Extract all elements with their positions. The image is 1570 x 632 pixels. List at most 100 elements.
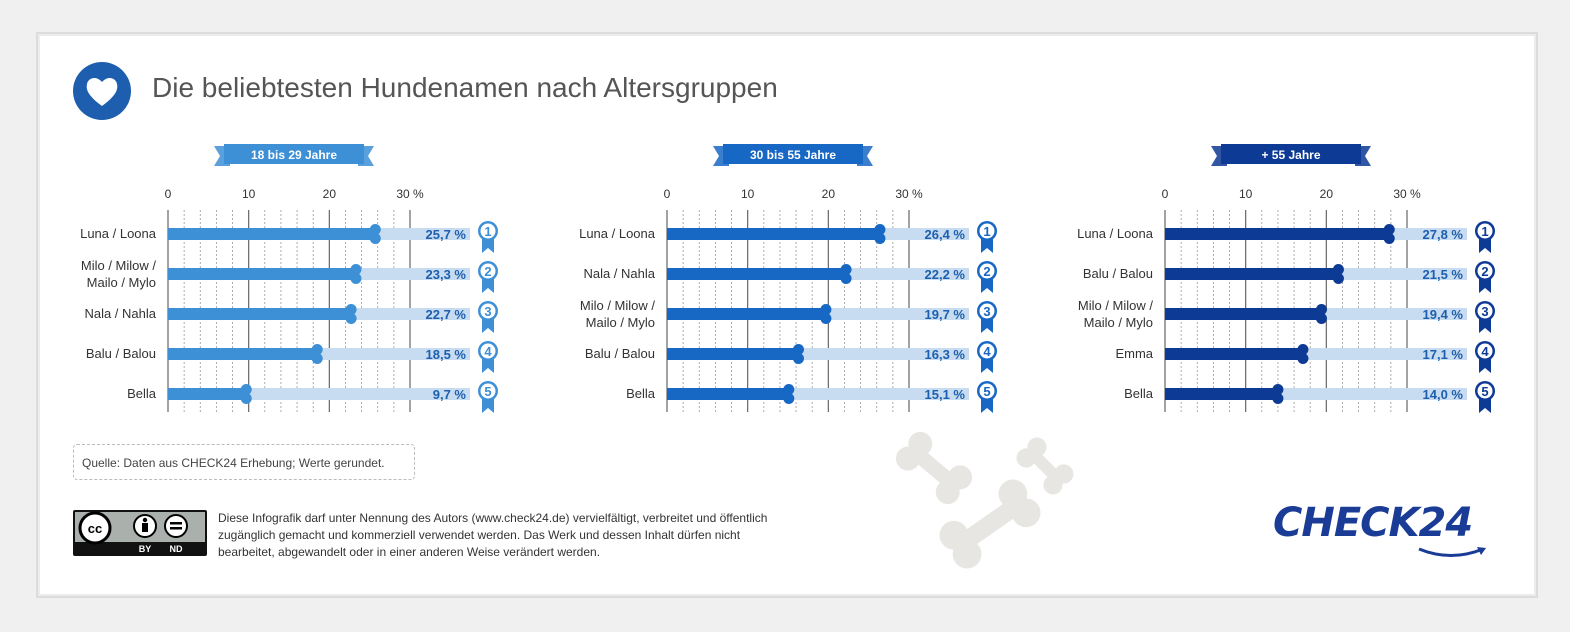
page-title: Die beliebtesten Hundenamen nach Altersg… (152, 72, 778, 103)
rank-number: 3 (1481, 304, 1488, 319)
bar (168, 348, 318, 360)
panel-title: 30 bis 55 Jahre (750, 148, 836, 162)
bar (1165, 308, 1322, 320)
rank-ribbon (482, 397, 494, 413)
rank-ribbon (1479, 277, 1491, 293)
bar (667, 268, 847, 280)
chart-panel-3: + 55 Jahre 0 10 20 30 % Luna / Loona 27,8 % 1 Ba… (1077, 144, 1495, 413)
tick-label: 10 (741, 187, 755, 201)
bar-knob (350, 264, 362, 275)
bar-knob (1383, 233, 1395, 244)
bone-knob (935, 480, 960, 505)
cc-license-badge: cc BY ND (73, 510, 207, 556)
bar-knob (350, 273, 362, 284)
rank-medal-inner (480, 263, 496, 279)
category-label: Mailo / Mylo (87, 275, 156, 290)
bar-knob (792, 353, 804, 364)
rank-number: 5 (484, 384, 491, 399)
bar-knob (840, 273, 852, 284)
rank-number: 1 (983, 224, 990, 239)
rank-medal-inner (1477, 263, 1493, 279)
bar (168, 308, 352, 320)
category-label: Mailo / Mylo (586, 315, 655, 330)
bone-icon (939, 479, 1041, 569)
rank-medal-inner (1477, 223, 1493, 239)
tick-label: 10 (242, 187, 256, 201)
rank-ribbon (981, 317, 993, 333)
value-label: 22,2 % (925, 267, 966, 282)
bar (667, 348, 799, 360)
tick-label: 20 (323, 187, 337, 201)
value-label: 27,8 % (1423, 227, 1464, 242)
rank-number: 4 (1481, 344, 1489, 359)
value-label: 19,7 % (925, 307, 966, 322)
rank-number: 3 (983, 304, 990, 319)
category-label: Nala / Nahla (583, 266, 655, 281)
rank-ribbon (981, 237, 993, 253)
rank-number: 4 (484, 344, 492, 359)
bar (168, 228, 376, 240)
bar-knob (840, 264, 852, 275)
bone-shaft (1027, 448, 1063, 484)
bar-knob (783, 384, 795, 395)
rank-number: 1 (484, 224, 491, 239)
bar-knob (1332, 264, 1344, 275)
rank-number: 5 (983, 384, 990, 399)
heart-icon (73, 62, 131, 120)
tick-label: 10 (1239, 187, 1253, 201)
chart-panel-2: 30 bis 55 Jahre 0 10 20 30 % Luna / Loona 26,4… (579, 144, 997, 413)
source-note: Quelle: Daten aus CHECK24 Erhebung; Wert… (73, 444, 415, 480)
panel-title: 18 bis 29 Jahre (251, 148, 337, 162)
bar-knob (345, 313, 357, 324)
rank-number: 5 (1481, 384, 1488, 399)
rank-ribbon (1479, 237, 1491, 253)
rank-medal-inner (1477, 303, 1493, 319)
bone-knob (1016, 448, 1036, 468)
bar-knob (345, 304, 357, 315)
rank-number: 2 (1481, 264, 1488, 279)
bar-knob (369, 224, 381, 235)
bar-knob (1297, 353, 1309, 364)
value-label: 17,1 % (1423, 347, 1464, 362)
bone-icon (1016, 437, 1074, 495)
rank-ribbon (482, 237, 494, 253)
rank-medal-inner (1477, 383, 1493, 399)
category-label: Milo / Milow / (81, 258, 157, 273)
category-label: Milo / Milow / (1078, 298, 1154, 313)
cc-by-label: BY (139, 544, 152, 554)
rank-medal-inner (480, 223, 496, 239)
check24-logo: CHECK24 (1273, 500, 1486, 557)
bar (667, 388, 789, 400)
bar-knob (1383, 224, 1395, 235)
rank-medal-inner (1477, 343, 1493, 359)
bone-shaft (955, 495, 1025, 553)
category-label: Mailo / Mylo (1084, 315, 1153, 330)
svg-text:cc: cc (88, 521, 102, 536)
bar (168, 388, 247, 400)
rank-medal-inner (480, 303, 496, 319)
tick-label: 30 % (396, 187, 424, 201)
tick-label: 0 (1162, 187, 1169, 201)
bar-knob (874, 224, 886, 235)
bar (1165, 228, 1390, 240)
rank-number: 4 (983, 344, 991, 359)
bar-knob (874, 233, 886, 244)
category-label: Emma (1115, 346, 1153, 361)
bar (1165, 348, 1303, 360)
value-label: 19,4 % (1423, 307, 1464, 322)
bar-knob (240, 384, 252, 395)
rank-ribbon (981, 397, 993, 413)
value-label: 23,3 % (426, 267, 467, 282)
bar (667, 308, 826, 320)
bone-knob (1011, 498, 1041, 528)
bar-knob (1272, 393, 1284, 404)
rank-medal-inner (979, 383, 995, 399)
value-label: 18,5 % (426, 347, 467, 362)
bar-knob (1332, 273, 1344, 284)
rank-ribbon (981, 357, 993, 373)
rank-number: 2 (484, 264, 491, 279)
tick-label: 20 (822, 187, 836, 201)
bar-knob (792, 344, 804, 355)
rank-number: 3 (484, 304, 491, 319)
